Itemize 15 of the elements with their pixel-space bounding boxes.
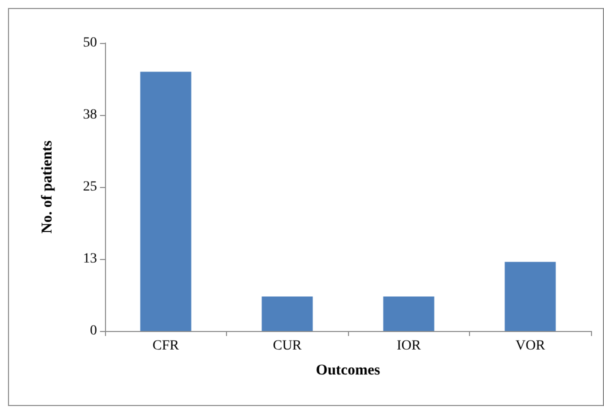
- x-tick-label: CUR: [272, 338, 302, 354]
- y-tick-label: 50: [83, 36, 97, 50]
- bar: [383, 296, 434, 331]
- x-tick-label: VOR: [515, 338, 546, 354]
- y-tick-label: 38: [83, 108, 97, 122]
- x-tick-label: CFR: [152, 338, 180, 354]
- x-axis-title: Outcomes: [316, 362, 380, 378]
- y-tick-label: 13: [83, 252, 97, 266]
- y-axis-title: No. of patients: [40, 140, 56, 234]
- bar: [140, 72, 192, 331]
- y-tick-label: 0: [90, 324, 97, 338]
- y-tick-label: 25: [83, 180, 97, 194]
- bar: [262, 296, 313, 331]
- x-tick-label: IOR: [396, 338, 422, 354]
- bar: [504, 262, 556, 331]
